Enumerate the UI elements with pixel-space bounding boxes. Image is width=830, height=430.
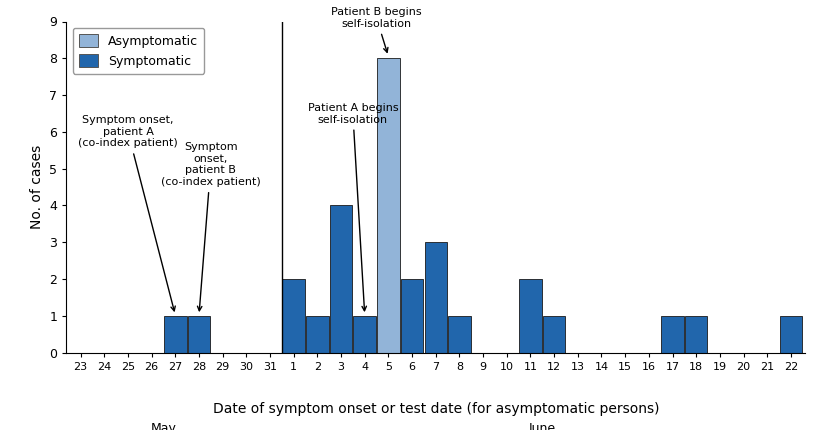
Bar: [354, 316, 376, 353]
Y-axis label: No. of cases: No. of cases: [30, 145, 44, 229]
Bar: [685, 316, 707, 353]
Text: Symptom
onset,
patient B
(co-index patient): Symptom onset, patient B (co-index patie…: [161, 142, 261, 311]
Text: May: May: [150, 423, 177, 430]
Bar: [448, 316, 471, 353]
Legend: Asymptomatic, Symptomatic: Asymptomatic, Symptomatic: [73, 28, 204, 74]
Bar: [306, 316, 329, 353]
Bar: [282, 279, 305, 353]
Bar: [424, 242, 447, 353]
Text: Patient B begins
self-isolation: Patient B begins self-isolation: [331, 7, 422, 52]
Bar: [520, 279, 542, 353]
Text: Patient A begins
self-isolation: Patient A begins self-isolation: [308, 103, 398, 311]
Bar: [188, 316, 210, 353]
Bar: [543, 316, 565, 353]
Bar: [377, 58, 399, 353]
Bar: [330, 206, 352, 353]
Bar: [779, 316, 802, 353]
X-axis label: Date of symptom onset or test date (for asymptomatic persons): Date of symptom onset or test date (for …: [212, 402, 659, 416]
Bar: [164, 316, 187, 353]
Text: June: June: [529, 423, 556, 430]
Bar: [662, 316, 684, 353]
Bar: [401, 279, 423, 353]
Text: Symptom onset,
patient A
(co-index patient): Symptom onset, patient A (co-index patie…: [78, 115, 178, 311]
